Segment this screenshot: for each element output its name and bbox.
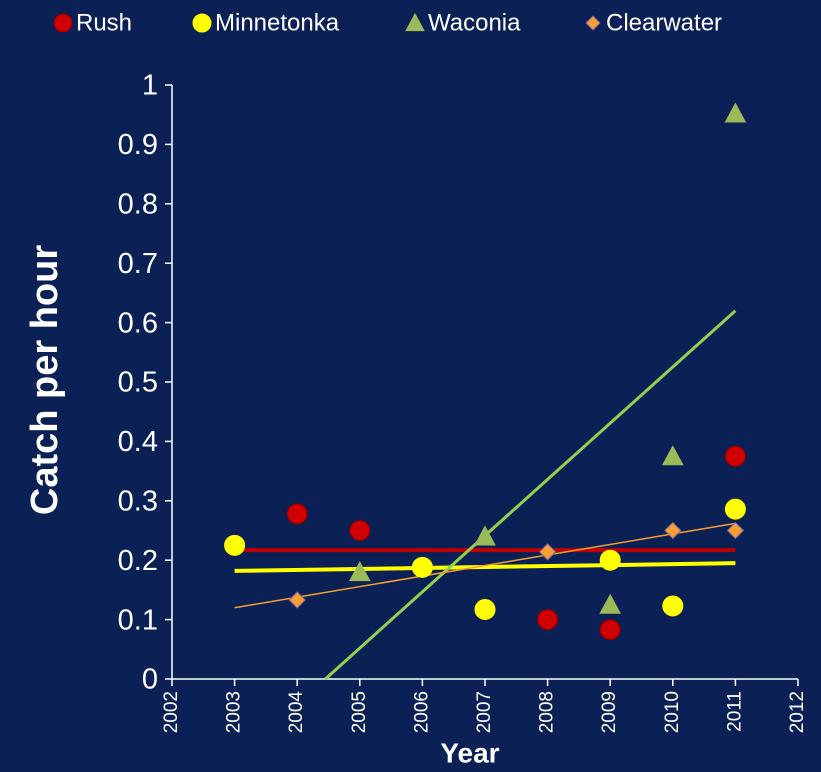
y-tick-label: 0.8 (118, 188, 158, 220)
marker (599, 619, 621, 641)
marker (724, 445, 746, 467)
y-tick-label: 1 (142, 70, 158, 102)
legend-label: Clearwater (606, 9, 722, 36)
y-tick-label: 0.9 (118, 129, 158, 161)
legend-marker (405, 12, 425, 32)
trendline (234, 561, 736, 573)
marker (599, 593, 622, 614)
x-tick-label: 2012 (787, 691, 808, 733)
y-axis-label: Catch per hour (24, 245, 66, 515)
marker (288, 591, 306, 609)
x-tick-label: 2004 (286, 691, 307, 734)
x-axis-label: Year (440, 737, 499, 768)
y-tick-label: 0.4 (118, 426, 158, 458)
x-tick-label: 2006 (411, 691, 432, 733)
y-tick-label: 0 (142, 664, 158, 696)
marker (538, 543, 557, 561)
marker (474, 599, 496, 621)
marker (661, 445, 684, 466)
x-tick-label: 2007 (474, 691, 495, 733)
marker (537, 609, 559, 631)
marker (599, 549, 621, 571)
x-tick-label: 2008 (537, 691, 558, 733)
legend-marker (53, 13, 73, 33)
marker (664, 521, 682, 540)
legend-marker (192, 13, 212, 33)
x-tick-label: 2005 (349, 691, 370, 733)
marker (349, 520, 371, 541)
marker (286, 503, 308, 525)
marker (411, 556, 433, 578)
marker (348, 561, 371, 582)
marker (726, 521, 745, 540)
marker (224, 534, 246, 556)
y-tick-label: 0.1 (118, 604, 158, 636)
y-tick-label: 0.7 (118, 248, 158, 280)
marker (724, 102, 747, 123)
trendline (324, 309, 737, 681)
trendline (234, 522, 736, 609)
x-tick-label: 2010 (662, 691, 683, 733)
x-tick-label: 2009 (599, 691, 620, 733)
y-tick-label: 0.2 (118, 545, 158, 577)
x-tick-label: 2002 (161, 691, 182, 733)
x-tick-label: 2011 (724, 691, 745, 732)
legend-label: Rush (76, 9, 132, 36)
y-tick-label: 0.6 (118, 307, 158, 339)
y-tick-label: 0.5 (118, 367, 158, 399)
marker (474, 525, 496, 546)
y-tick-label: 0.3 (118, 485, 158, 517)
legend-label: Waconia (428, 9, 521, 36)
legend-label: Minnetonka (215, 9, 340, 36)
legend-marker (585, 15, 601, 31)
marker (662, 595, 684, 617)
x-tick-label: 2003 (224, 691, 245, 733)
marker (724, 498, 746, 520)
